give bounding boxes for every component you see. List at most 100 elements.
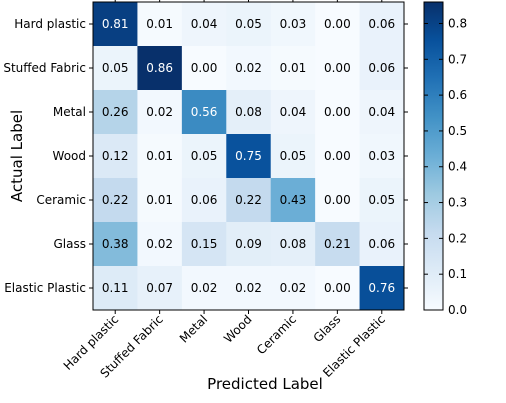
cell-value-r3-c1: 0.01 [146,149,173,163]
cell-value-r5-c1: 0.02 [146,237,173,251]
y-tick-label-5: Glass [54,237,87,251]
cell-value-r6-c6: 0.76 [368,281,395,295]
colorbar-ticks: 0.0 0.1 0.2 0.3 0.4 0.5 0.6 0.7 0.8 [424,16,467,317]
cell-value-r4-c1: 0.01 [146,193,173,207]
cell-value-r1-c0: 0.05 [102,61,129,75]
cell-r2-c1 [137,90,183,135]
cell-value-r4-c4: 0.43 [280,193,307,207]
cell-value-r4-c0: 0.22 [102,193,129,207]
cell-r5-c6 [359,222,405,267]
cell-value-r6-c1: 0.07 [146,281,173,295]
cell-value-r4-c2: 0.06 [191,193,218,207]
colorbar [423,1,444,311]
cell-r3-c6 [359,134,405,179]
cell-r1-c2 [181,46,227,91]
cell-r5-c2 [181,222,227,267]
y-axis-ticks: Hard plastic Stuffed Fabric Metal Wood Ceram… [3,17,408,295]
cell-value-r0-c2: 0.04 [191,17,218,31]
cell-r5-c0 [93,222,138,267]
cell-value-r6-c0: 0.11 [102,281,129,295]
cell-value-r1-c1: 0.86 [146,61,173,75]
cell-r4-c2 [181,178,227,223]
cell-value-r3-c2: 0.05 [191,149,218,163]
cell-r6-c0 [93,266,138,311]
cell-r4-c5 [315,178,361,223]
cell-r5-c5 [315,222,361,267]
cell-r0-c0 [93,2,138,47]
heatmap-value-labels: 0.81 0.01 0.04 0.05 0.03 0.00 0.06 0.05 0.86 0.00… [102,17,395,295]
cell-value-r1-c4: 0.01 [280,61,307,75]
cell-value-r1-c3: 0.02 [235,61,262,75]
cell-r3-c3 [226,134,272,179]
cell-value-r0-c4: 0.03 [280,17,307,31]
cell-r2-c4 [270,90,316,135]
x-axis-title: Predicted Label [207,375,323,393]
cell-value-r3-c6: 0.03 [368,149,395,163]
cell-r0-c4 [270,2,316,47]
cell-r3-c0 [93,134,138,179]
cell-value-r2-c5: 0.00 [324,105,351,119]
y-tick-label-4: Ceramic [36,193,86,207]
cell-value-r3-c0: 0.12 [102,149,129,163]
cell-value-r0-c1: 0.01 [146,17,173,31]
cell-r4-c3 [226,178,272,223]
cell-r0-c3 [226,2,272,47]
cell-r6-c1 [137,266,183,311]
colorbar-tick-label-6: 0.6 [448,88,467,102]
cell-r3-c5 [315,134,361,179]
cell-r6-c3 [226,266,272,311]
colorbar-tick-label-0: 0.0 [448,303,467,317]
cell-value-r4-c5: 0.00 [324,193,351,207]
cell-value-r1-c2: 0.00 [191,61,218,75]
cell-r4-c0 [93,178,138,223]
cell-value-r0-c6: 0.06 [368,17,395,31]
x-tick-label-3: Wood [221,312,255,346]
cell-r5-c3 [226,222,272,267]
cell-r1-c0 [93,46,138,91]
cell-value-r2-c1: 0.02 [146,105,173,119]
cell-value-r2-c2: 0.56 [191,105,218,119]
cell-value-r1-c6: 0.06 [368,61,395,75]
cell-value-r4-c6: 0.05 [368,193,395,207]
cell-r0-c5 [315,2,361,47]
cell-value-r3-c4: 0.05 [280,149,307,163]
cell-value-r0-c5: 0.00 [324,17,351,31]
y-axis-title: Actual Label [8,110,26,202]
cell-value-r1-c5: 0.00 [324,61,351,75]
cell-r2-c3 [226,90,272,135]
cell-r2-c5 [315,90,361,135]
cell-value-r6-c4: 0.02 [280,281,307,295]
x-tick-label-4: Ceramic [254,312,299,357]
cell-r1-c1 [137,46,183,91]
cell-r6-c6 [359,266,405,311]
cell-value-r5-c0: 0.38 [102,237,129,251]
y-tick-label-2: Metal [53,105,86,119]
cell-r3-c4 [270,134,316,179]
cell-r6-c4 [270,266,316,311]
cell-r3-c1 [137,134,183,179]
cell-value-r3-c5: 0.00 [324,149,351,163]
colorbar-tick-label-4: 0.4 [448,160,467,174]
cell-value-r5-c2: 0.15 [191,237,218,251]
cell-value-r5-c3: 0.09 [235,237,262,251]
cell-r0-c2 [181,2,227,47]
cell-value-r3-c3: 0.75 [235,149,262,163]
cell-r1-c3 [226,46,272,91]
cell-value-r5-c4: 0.08 [280,237,307,251]
cell-value-r4-c3: 0.22 [235,193,262,207]
cell-r4-c6 [359,178,405,223]
cell-value-r5-c6: 0.06 [368,237,395,251]
x-tick-label-5: Glass [311,312,344,345]
colorbar-tick-label-7: 0.7 [448,52,467,66]
colorbar-tick-label-1: 0.1 [448,267,467,281]
heatmap-cells [93,2,405,311]
cell-value-r6-c5: 0.00 [324,281,351,295]
cell-value-r6-c3: 0.02 [235,281,262,295]
cell-r1-c5 [315,46,361,91]
cell-value-r2-c3: 0.08 [235,105,262,119]
cell-r2-c6 [359,90,405,135]
cell-r5-c1 [137,222,183,267]
colorbar-tick-label-8: 0.8 [448,16,467,30]
cell-value-r0-c3: 0.05 [235,17,262,31]
